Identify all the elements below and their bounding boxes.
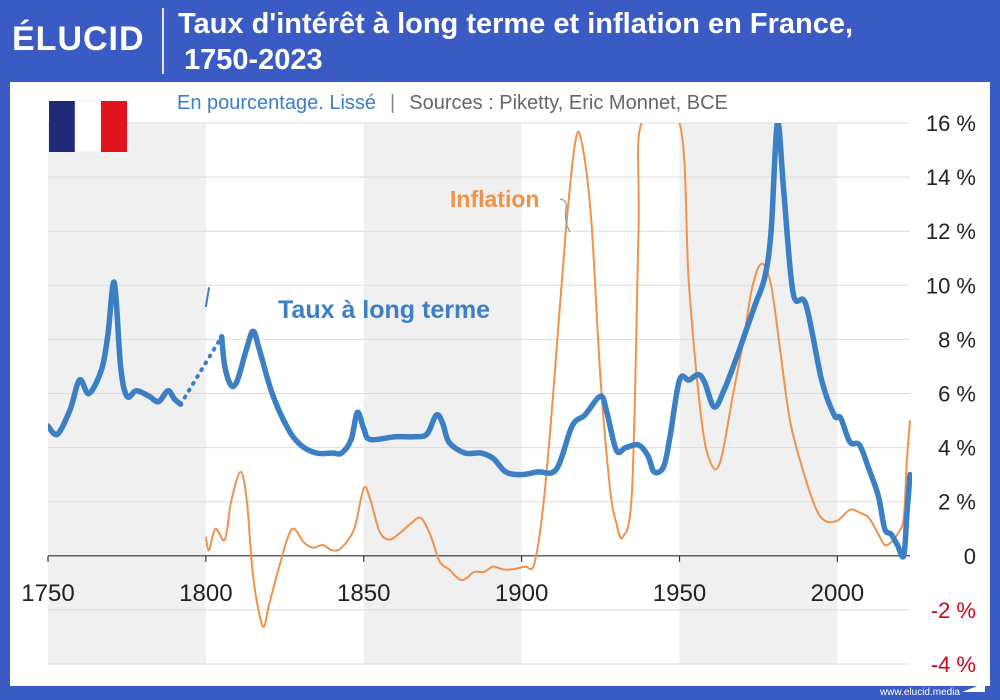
chart-title-line1: Taux d'intérêt à long terme et inflation… (178, 8, 854, 40)
x-tick-label: 2000 (811, 580, 864, 607)
y-tick-label: 8 % (938, 327, 976, 352)
sources-text: Sources : Piketty, Eric Monnet, BCE (409, 92, 728, 114)
elucid-logo: ÉLUCID (12, 20, 145, 58)
flag-france-white (74, 100, 102, 153)
footer-url: www.elucid.media (879, 687, 960, 698)
subtitle-separator: | (390, 92, 395, 114)
y-tick-label: 0 (964, 544, 976, 569)
y-tick-label: 16 % (926, 111, 976, 136)
header-divider (162, 8, 164, 74)
y-tick-label: -4 % (931, 652, 976, 677)
x-tick-label: 1800 (179, 580, 232, 607)
header: ÉLUCID Taux d'intérêt à long terme et in… (0, 0, 1000, 82)
y-tick-label: 4 % (938, 436, 976, 461)
subtitle-text: En pourcentage. Lissé (177, 92, 376, 114)
x-tick-label: 1900 (495, 580, 548, 607)
footer-logo-icon (962, 683, 985, 692)
y-tick-label: -2 % (931, 598, 976, 623)
plot-lines (48, 123, 912, 628)
x-tick-label: 1950 (653, 580, 706, 607)
annotation-pointer-taux (204, 287, 211, 308)
y-tick-label: 10 % (926, 273, 976, 298)
y-tick-label: 6 % (938, 382, 976, 407)
y-tick-label: 2 % (938, 490, 976, 515)
chart-title: Taux d'intérêt à long terme et inflation… (178, 6, 978, 78)
series-line-taux-long-terme (48, 279, 184, 438)
x-tick-label: 1850 (337, 580, 390, 607)
annotation-label-inflation: Inflation (450, 186, 539, 212)
annotation-label-taux: Taux à long terme (278, 296, 490, 324)
chart-subtitle: En pourcentage. Lissé | Sources : Piketty,… (177, 92, 728, 114)
series-line-taux-long-terme (218, 123, 912, 560)
y-tick-label: 12 % (926, 219, 976, 244)
flag-france-blue (49, 101, 75, 152)
series-dotted-gap (178, 334, 224, 407)
y-tick-label: 14 % (926, 165, 976, 190)
flag-france-red (101, 101, 127, 152)
chart-title-line2: 1750-2023 (184, 44, 323, 76)
annotation-pointer-inflation (559, 198, 571, 233)
series-line-inflation (204, 123, 911, 628)
x-tick-label: 1750 (21, 580, 74, 607)
